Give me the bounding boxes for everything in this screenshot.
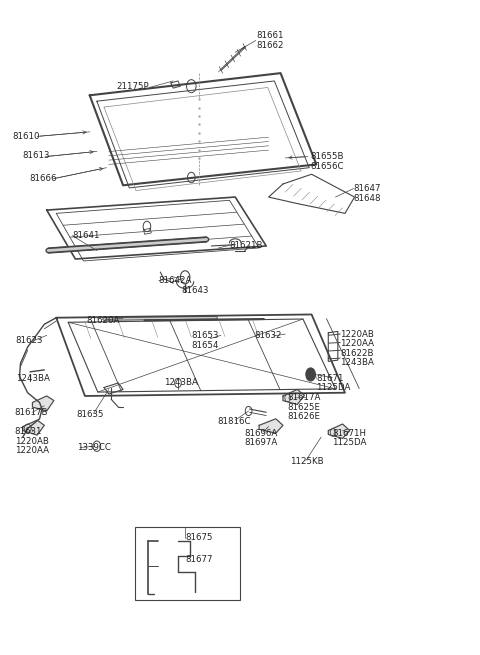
Text: 1243BA: 1243BA bbox=[164, 379, 197, 388]
Polygon shape bbox=[328, 424, 350, 438]
Text: 81643: 81643 bbox=[182, 286, 209, 295]
Text: 81677: 81677 bbox=[185, 555, 213, 563]
Text: 81696A: 81696A bbox=[245, 429, 278, 438]
Text: 81610: 81610 bbox=[12, 132, 39, 141]
Text: 81675: 81675 bbox=[185, 533, 213, 542]
Bar bbox=[135, 527, 240, 600]
Text: 81666: 81666 bbox=[29, 174, 57, 183]
Text: 1125DA: 1125DA bbox=[316, 383, 351, 392]
Text: 81617B: 81617B bbox=[15, 408, 48, 417]
Text: 81661: 81661 bbox=[257, 31, 284, 40]
Polygon shape bbox=[33, 396, 54, 411]
Circle shape bbox=[306, 368, 315, 381]
Text: 81653: 81653 bbox=[192, 331, 219, 341]
Text: 81671H: 81671H bbox=[332, 429, 366, 438]
Text: 81697A: 81697A bbox=[245, 438, 278, 447]
Text: 1220AA: 1220AA bbox=[15, 446, 49, 455]
Text: 81642A: 81642A bbox=[159, 276, 192, 285]
Text: 81647: 81647 bbox=[354, 184, 381, 193]
Text: 81617A: 81617A bbox=[288, 393, 321, 402]
Polygon shape bbox=[259, 419, 283, 433]
Text: 81655B: 81655B bbox=[311, 152, 344, 161]
Text: 81654: 81654 bbox=[192, 341, 219, 350]
Text: 81622B: 81622B bbox=[340, 349, 374, 358]
Text: 1125KB: 1125KB bbox=[290, 457, 324, 466]
Text: 81620A: 81620A bbox=[86, 316, 120, 326]
Text: 81671: 81671 bbox=[316, 374, 344, 383]
Text: 81625E: 81625E bbox=[288, 403, 321, 411]
Text: 21175P: 21175P bbox=[116, 82, 148, 90]
Text: 81816C: 81816C bbox=[217, 417, 251, 426]
Text: 81631: 81631 bbox=[15, 427, 42, 436]
Text: 81656C: 81656C bbox=[311, 162, 344, 171]
Text: 1220AB: 1220AB bbox=[340, 329, 374, 339]
Text: 1220AA: 1220AA bbox=[340, 339, 374, 348]
Text: 81648: 81648 bbox=[354, 194, 381, 203]
Text: 81635: 81635 bbox=[77, 410, 104, 419]
Text: 1339CC: 1339CC bbox=[77, 443, 111, 452]
Text: 81626E: 81626E bbox=[288, 412, 321, 421]
Text: 81632: 81632 bbox=[254, 331, 282, 341]
Text: 81623: 81623 bbox=[16, 336, 43, 345]
Text: 81641: 81641 bbox=[72, 231, 99, 240]
Text: 81662: 81662 bbox=[257, 41, 284, 50]
Text: 1243BA: 1243BA bbox=[340, 358, 374, 367]
Polygon shape bbox=[23, 420, 44, 435]
Text: 81621B: 81621B bbox=[229, 241, 263, 250]
Text: 1220AB: 1220AB bbox=[15, 437, 48, 446]
Text: 1243BA: 1243BA bbox=[16, 374, 49, 383]
Text: 81613: 81613 bbox=[23, 151, 50, 160]
Text: 1125DA: 1125DA bbox=[332, 438, 366, 447]
Polygon shape bbox=[283, 390, 304, 404]
